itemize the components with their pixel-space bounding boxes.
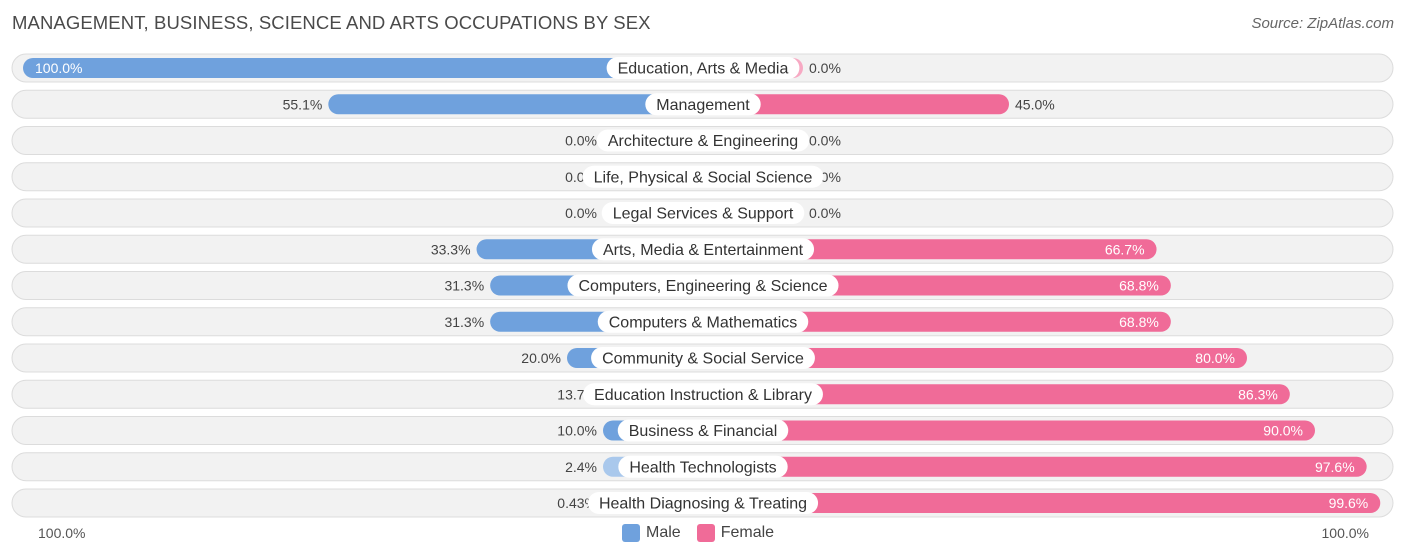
axis-left-label: 100.0% [38, 525, 86, 541]
category-label-pill [587, 492, 819, 514]
category-label: Business & Financial [629, 423, 778, 440]
female-bar [703, 94, 1009, 115]
category-label-pill [596, 129, 810, 152]
male-value-label: 33.3% [431, 241, 471, 257]
source-label: Source: ZipAtlas.com [1251, 15, 1394, 32]
female-value-label: 0.0% [809, 133, 841, 149]
female-value-label: 80.0% [1195, 350, 1235, 366]
category-label: Life, Physical & Social Science [594, 169, 813, 186]
male-bar [328, 94, 703, 115]
legend-item-female: Female [696, 524, 775, 542]
category-label: Arts, Media & Entertainment [603, 242, 804, 259]
category-label-pill [597, 310, 809, 333]
category-label-pill [591, 347, 815, 369]
axis-right-label: 100.0% [1321, 525, 1369, 541]
male-value-label: 20.0% [521, 350, 561, 366]
chart-title: MANAGEMENT, BUSINESS, SCIENCE AND ARTS O… [12, 12, 651, 33]
category-label-pill [618, 455, 788, 478]
female-value-label: 45.0% [1015, 96, 1055, 112]
female-value-label: 0.0% [809, 60, 841, 76]
female-value-label: 68.8% [1119, 278, 1159, 294]
female-bar [703, 348, 1247, 368]
category-label: Community & Social Service [602, 351, 804, 368]
female-bar [703, 493, 1381, 513]
category-label-pill [645, 93, 761, 116]
category-label: Education, Arts & Media [618, 61, 789, 78]
male-value-label: 0.0% [565, 205, 597, 221]
category-label-pill [591, 238, 815, 261]
female-value-label: 66.7% [1105, 241, 1145, 257]
legend-swatch-male [622, 524, 640, 542]
category-label-pill [582, 165, 824, 188]
male-value-label: 100.0% [35, 60, 82, 76]
category-label: Computers & Mathematics [609, 314, 798, 331]
male-value-label: 2.4% [565, 459, 597, 475]
category-label: Architecture & Engineering [608, 133, 798, 150]
category-label-pill [601, 202, 805, 224]
legend-label-female: Female [720, 524, 775, 541]
legend-label-male: Male [646, 524, 681, 541]
male-bar [23, 58, 703, 78]
female-value-label: 86.3% [1238, 386, 1278, 402]
female-bar [703, 420, 1315, 441]
female-bar [703, 239, 1157, 260]
female-bar [703, 311, 1171, 332]
female-value-label: 97.6% [1315, 459, 1355, 475]
category-label: Health Diagnosing & Treating [599, 496, 807, 513]
legend-swatch-female [696, 524, 715, 542]
female-value-label: 68.8% [1119, 314, 1159, 330]
female-bar [703, 456, 1367, 477]
female-value-label: 90.0% [1263, 423, 1303, 439]
category-label: Health Technologists [629, 459, 776, 476]
category-label: Education Instruction & Library [594, 387, 812, 404]
male-value-label: 10.0% [557, 423, 597, 439]
category-label-pill [567, 274, 839, 297]
male-value-label: 31.3% [444, 314, 484, 330]
male-value-label: 55.1% [283, 96, 323, 112]
female-value-label: 0.0% [809, 205, 841, 221]
category-label: Management [656, 97, 750, 114]
female-bar [703, 384, 1290, 405]
legend-item-male: Male [622, 524, 681, 542]
male-value-label: 0.0% [565, 133, 597, 149]
category-label-pill [617, 419, 789, 442]
female-value-label: 99.6% [1329, 495, 1369, 511]
category-label-pill [583, 383, 823, 406]
legend: Male Female [622, 524, 782, 542]
category-label-pill [606, 57, 800, 79]
male-value-label: 0.43% [557, 495, 597, 511]
male-value-label: 31.3% [444, 278, 484, 294]
category-label: Computers, Engineering & Science [578, 278, 827, 295]
category-label: Legal Services & Support [613, 206, 794, 223]
